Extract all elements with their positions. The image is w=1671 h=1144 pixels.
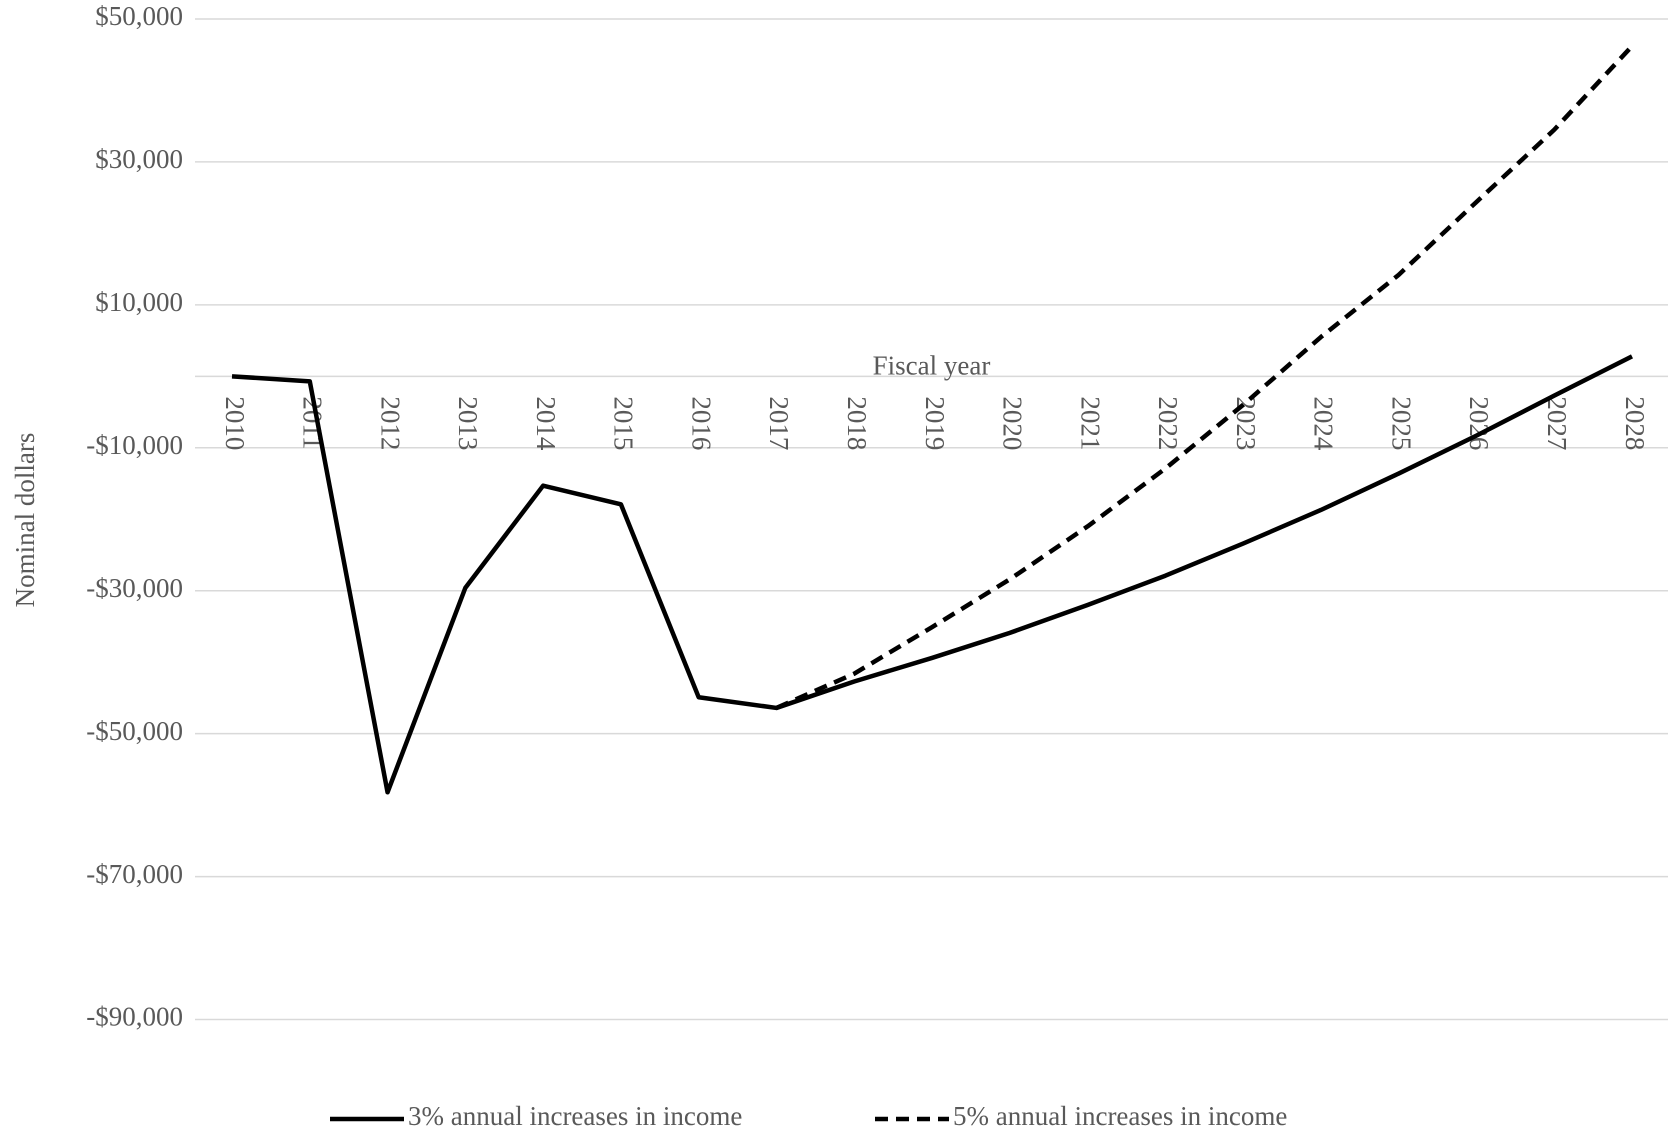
data-line (775, 44, 1634, 710)
x-tick-label: 2028 (1620, 396, 1650, 450)
legend-label: 5% annual increases in income (953, 1101, 1287, 1131)
x-axis-title: Fiscal year (873, 351, 991, 381)
y-tick-label: -$70,000 (86, 859, 183, 889)
y-axis-title: Nominal dollars (10, 433, 40, 608)
x-tick-label: 2022 (1153, 396, 1183, 450)
x-tick-label: 2018 (842, 396, 872, 450)
y-tick-label: $30,000 (95, 144, 183, 174)
x-tick-label: 2026 (1464, 396, 1494, 450)
data-line (231, 354, 1634, 795)
y-tick-label: $50,000 (95, 1, 183, 31)
x-tick-label: 2013 (453, 396, 483, 450)
y-tick-label: $10,000 (95, 287, 183, 317)
x-tick-label: 2027 (1542, 396, 1572, 450)
y-tick-label: -$10,000 (86, 430, 183, 460)
x-tick-label: 2020 (998, 396, 1028, 450)
x-tick-label: 2012 (375, 396, 405, 450)
x-tick-label: 2010 (220, 396, 250, 450)
x-tick-label: 2016 (686, 396, 716, 450)
y-tick-label: -$90,000 (86, 1002, 183, 1032)
x-tick-label: 2024 (1309, 396, 1339, 451)
x-tick-label: 2017 (764, 396, 794, 450)
x-tick-label: 2015 (609, 396, 639, 450)
x-tick-label: 2014 (531, 396, 561, 451)
x-tick-label: 2021 (1075, 396, 1105, 450)
y-tick-label: -$50,000 (86, 716, 183, 746)
y-tick-label: -$30,000 (86, 573, 183, 603)
x-tick-label: 2019 (920, 396, 950, 450)
legend-label: 3% annual increases in income (408, 1101, 742, 1131)
x-tick-label: 2023 (1231, 396, 1261, 450)
x-tick-label: 2025 (1386, 396, 1416, 450)
